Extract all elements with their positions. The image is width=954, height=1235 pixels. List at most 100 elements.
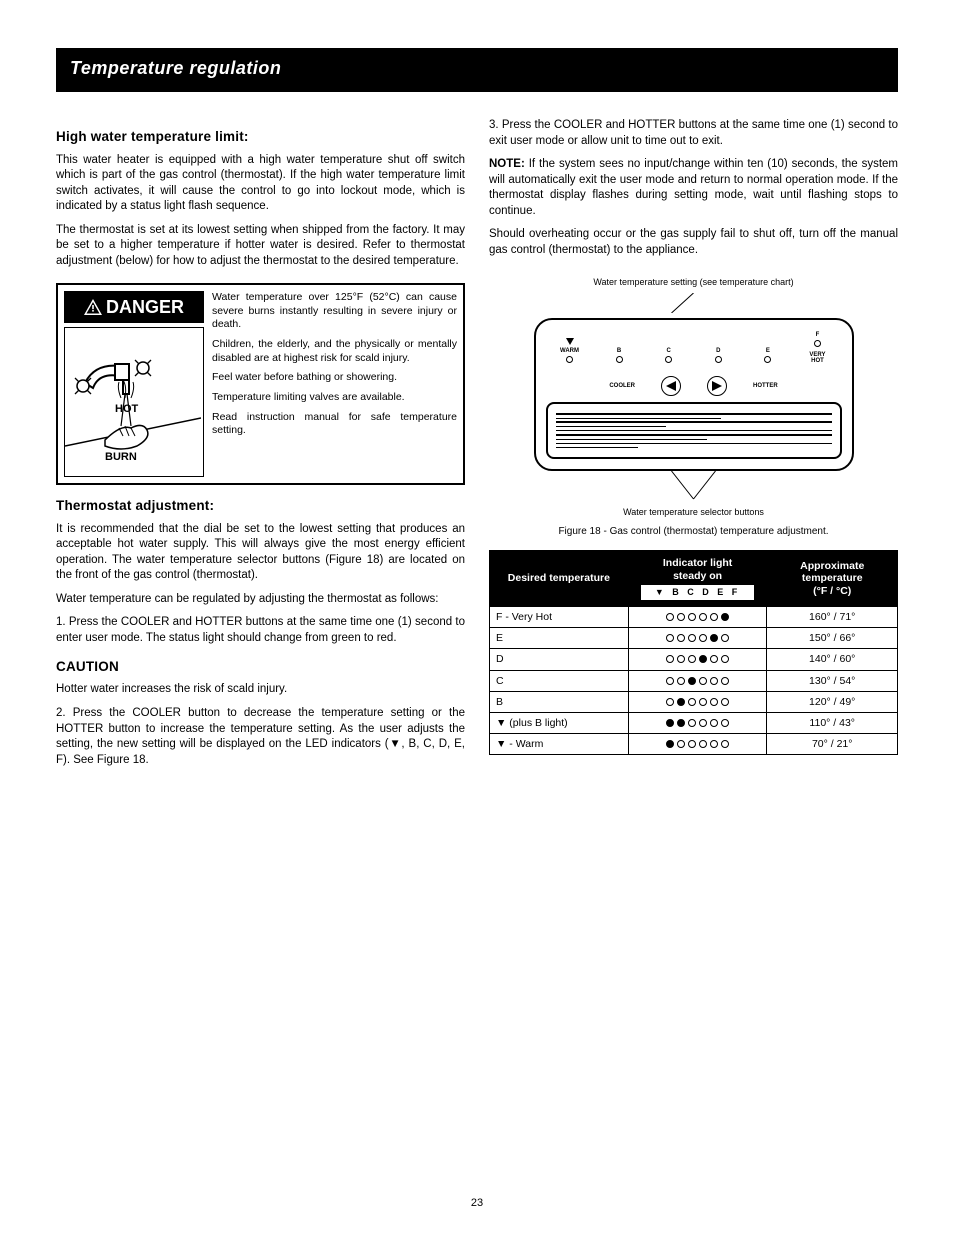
cell-indicator <box>628 607 767 628</box>
led-dot <box>710 698 718 706</box>
led-c: C <box>655 348 683 366</box>
cell-temp: 160° / 71° <box>767 607 898 628</box>
led-dot <box>677 698 685 706</box>
led-dot <box>721 677 729 685</box>
cell-indicator <box>628 734 767 755</box>
adjust-para-2: Water temperature can be regulated by ad… <box>56 592 465 608</box>
led-dot <box>699 698 707 706</box>
led-dot <box>721 698 729 706</box>
led-f: F VERY HOT <box>803 332 831 366</box>
step-2-text: 2. Press the COOLER button to decrease t… <box>56 707 465 766</box>
cooler-label: COOLER <box>609 382 635 390</box>
led-dot <box>666 698 674 706</box>
caution-heading: CAUTION <box>56 658 465 676</box>
note-text: If the system sees no input/change withi… <box>489 158 898 217</box>
callout-line-top <box>489 293 898 313</box>
high-temp-para-2: The thermostat is set at its lowest sett… <box>56 223 465 270</box>
note-para: NOTE: If the system sees no input/change… <box>489 157 898 219</box>
led-dot <box>688 677 696 685</box>
high-temp-heading: High water temperature limit: <box>56 128 465 146</box>
led-e: E <box>754 348 782 366</box>
callout-line-bottom <box>489 471 898 501</box>
led-label-warm: WARM <box>556 348 584 354</box>
left-column: High water temperature limit: This water… <box>56 118 465 776</box>
thermostat-panel: WARM B C D E F VERY HOT COOLER <box>534 318 854 471</box>
led-dot <box>721 634 729 642</box>
th-led-labels: ▼ B C D E F <box>641 585 755 600</box>
cell-label: D <box>490 649 629 670</box>
danger-illustration: HOT BURN <box>64 327 204 477</box>
cooler-button[interactable] <box>661 376 681 396</box>
cell-indicator <box>628 691 767 712</box>
led-dot <box>666 677 674 685</box>
step-1: 1. Press the COOLER and HOTTER buttons a… <box>56 615 465 646</box>
temperature-table-body: F - Very Hot160° / 71°E150° / 66°D140° /… <box>490 607 898 755</box>
led-dot <box>677 613 685 621</box>
danger-badge: DANGER <box>64 291 204 323</box>
warning-triangle-icon <box>84 299 102 315</box>
cell-label: F - Very Hot <box>490 607 629 628</box>
led-dot <box>666 740 674 748</box>
cell-indicator <box>628 670 767 691</box>
table-row: D140° / 60° <box>490 649 898 670</box>
th-approx: Approximate temperature (°F / °C) <box>767 551 898 607</box>
note-para-2: Should overheating occur or the gas supp… <box>489 227 898 258</box>
caution-para: Hotter water increases the risk of scald… <box>56 682 465 698</box>
led-dot <box>710 634 718 642</box>
led-dot <box>677 740 685 748</box>
led-warm: WARM <box>556 338 584 366</box>
led-dot <box>688 719 696 727</box>
led-dot <box>666 655 674 663</box>
led-dot <box>721 655 729 663</box>
led-row: WARM B C D E F VERY HOT <box>546 328 842 366</box>
led-dot <box>666 613 674 621</box>
page-number: 23 <box>471 1196 483 1211</box>
table-row: F - Very Hot 160° / 71° <box>490 607 898 628</box>
led-dot <box>677 655 685 663</box>
danger-box: DANGER <box>56 283 465 485</box>
table-row: B120° / 49° <box>490 691 898 712</box>
led-dot <box>688 698 696 706</box>
cell-indicator <box>628 712 767 733</box>
figure-caption: Figure 18 - Gas control (thermostat) tem… <box>489 525 898 539</box>
button-row: COOLER HOTTER <box>546 376 842 396</box>
danger-p5: Read instruction manual for safe tempera… <box>212 411 457 438</box>
led-dot <box>699 613 707 621</box>
step-3: 3. Press the COOLER and HOTTER buttons a… <box>489 118 898 149</box>
led-dot <box>666 719 674 727</box>
led-label-e: E <box>754 348 782 354</box>
cell-label: E <box>490 628 629 649</box>
led-dot <box>710 613 718 621</box>
led-b: B <box>605 348 633 366</box>
led-dot <box>710 655 718 663</box>
led-dot <box>710 719 718 727</box>
svg-text:BURN: BURN <box>105 451 137 463</box>
led-dot <box>699 634 707 642</box>
hotter-button[interactable] <box>707 376 727 396</box>
danger-right: Water temperature over 125°F (52°C) can … <box>212 291 457 477</box>
content-columns: High water temperature limit: This water… <box>56 118 898 776</box>
cell-indicator <box>628 649 767 670</box>
led-label-f: F <box>803 332 831 338</box>
high-temp-para-1: This water heater is equipped with a hig… <box>56 153 465 215</box>
led-label-d: D <box>704 348 732 354</box>
triangle-down-icon <box>566 338 574 345</box>
table-row: ▼ - Warm70° / 21° <box>490 734 898 755</box>
cell-label: C <box>490 670 629 691</box>
led-dot <box>699 655 707 663</box>
led-dot <box>677 634 685 642</box>
cell-temp: 120° / 49° <box>767 691 898 712</box>
table-row: C130° / 54° <box>490 670 898 691</box>
th-indicator: Indicator light steady on ▼ B C D E F <box>628 551 767 607</box>
cell-label: ▼ - Warm <box>490 734 629 755</box>
led-dot <box>677 677 685 685</box>
page-header: Temperature regulation <box>56 48 898 90</box>
arrow-left-icon <box>666 381 676 391</box>
led-label-veryhot: VERY HOT <box>803 352 831 364</box>
cell-indicator <box>628 628 767 649</box>
th-desired: Desired temperature <box>490 551 629 607</box>
led-dot <box>699 740 707 748</box>
led-dot <box>666 634 674 642</box>
label-plate <box>546 402 842 459</box>
danger-p1: Water temperature over 125°F (52°C) can … <box>212 291 457 332</box>
